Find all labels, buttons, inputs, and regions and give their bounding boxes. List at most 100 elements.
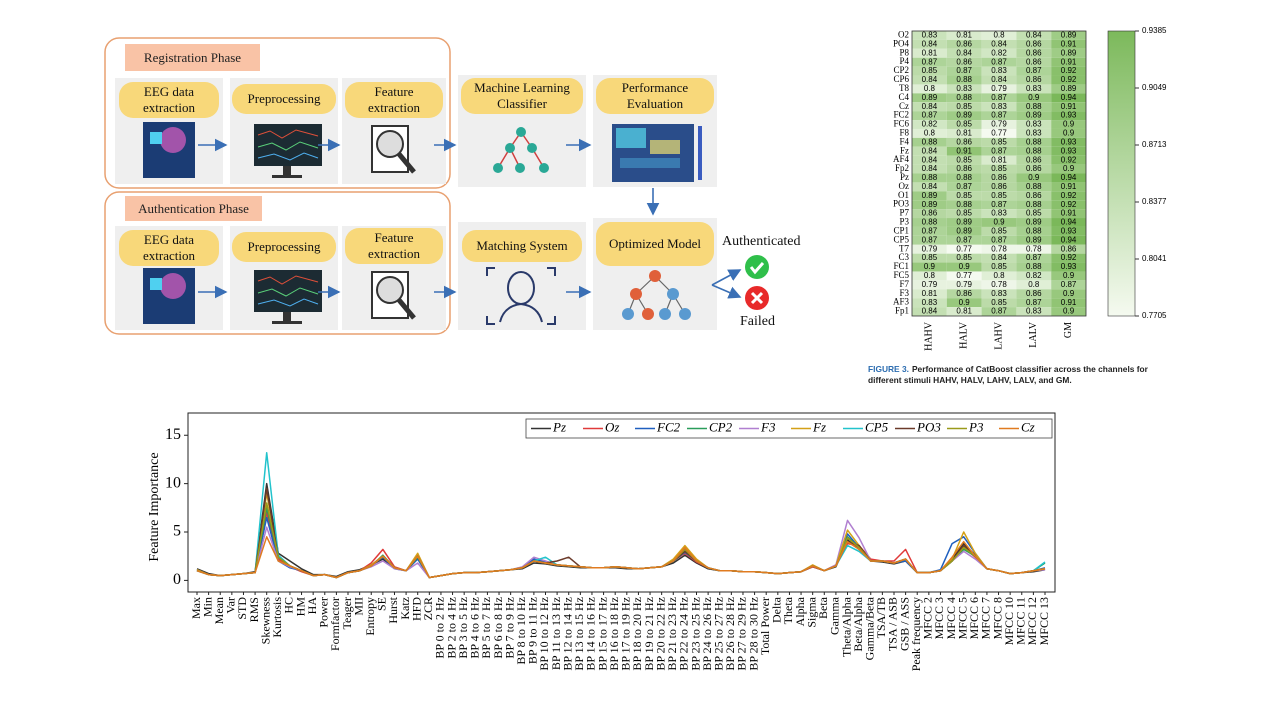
- x-tick-label: BP 24 to 26 Hz: [700, 597, 714, 671]
- heatmap-cell: [912, 66, 947, 76]
- heatmap-cell: [1051, 164, 1086, 174]
- heatmap-cell: [946, 200, 982, 210]
- phase-title: Authentication Phase: [125, 196, 262, 221]
- heatmap-cell: [912, 155, 947, 165]
- x-tick-label: BP 0 to 2 Hz: [433, 597, 447, 659]
- legend-label: CP5: [865, 419, 889, 434]
- step-label: EEG data extraction: [119, 82, 219, 118]
- cell-label: 0.85: [956, 209, 972, 218]
- heatmap-cell: [981, 191, 1017, 201]
- cell-label: 0.89: [956, 111, 972, 120]
- row-label: Oz: [899, 181, 910, 191]
- heatmap-cell: [981, 244, 1017, 254]
- colorbar-tick-label: 0.9049: [1142, 83, 1167, 92]
- heatmap-cell: [981, 111, 1017, 121]
- heatmap-cell: [946, 128, 982, 138]
- cell-label: 0.77: [956, 271, 972, 280]
- heatmap-cell: [912, 128, 947, 138]
- heatmap-cell: [912, 75, 947, 85]
- legend-label: Cz: [1021, 419, 1035, 434]
- heatmap-cell: [1051, 31, 1086, 40]
- x-tick-label: MFCC 10: [1002, 597, 1016, 645]
- heatmap-cell: [912, 120, 947, 129]
- cell-label: 0.94: [1061, 218, 1077, 227]
- heatmap-cell: [946, 102, 982, 112]
- heatmap-cell: [912, 111, 947, 121]
- heatmap-cell: [946, 235, 982, 245]
- cell-label: 0.79: [991, 120, 1007, 129]
- heatmap-cell: [946, 244, 982, 254]
- cell-label: 0.83: [1026, 129, 1042, 138]
- x-tick-label: BP 18 to 20 Hz: [630, 597, 644, 671]
- row-label: CP6: [893, 74, 909, 84]
- step-label: Preprocessing: [232, 232, 336, 262]
- heatmap-cell: [946, 66, 982, 76]
- x-tick-label: ZCR: [421, 597, 435, 620]
- legend-label: Fz: [812, 419, 826, 434]
- x-tick-label: BP 17 to 19 Hz: [619, 597, 633, 671]
- heatmap-cell: [946, 75, 982, 85]
- cell-label: 0.9: [959, 298, 971, 307]
- face-icon: [486, 267, 556, 325]
- heatmap-cell: [981, 226, 1017, 236]
- heatmap-cell: [1051, 84, 1086, 94]
- heatmap-cell: [946, 226, 982, 236]
- row-label: FC5: [893, 270, 909, 280]
- x-tick-label: BP 16 to 18 Hz: [607, 597, 621, 671]
- heatmap-cell: [946, 262, 982, 272]
- x-tick-label: HFD: [409, 597, 423, 621]
- x-tick-label: HA: [305, 597, 319, 615]
- heatmap-cell: [946, 271, 982, 281]
- row-label: CP1: [893, 225, 909, 235]
- cell-label: 0.84: [922, 102, 938, 111]
- heatmap-cell: [1016, 209, 1052, 219]
- heatmap-cell: [912, 146, 947, 156]
- cell-label: 0.89: [1061, 48, 1077, 57]
- cell-label: 0.91: [1061, 102, 1077, 111]
- cell-label: 0.87: [1061, 280, 1077, 289]
- cell-label: 0.82: [1026, 271, 1042, 280]
- cell-label: 0.9: [959, 262, 971, 271]
- cell-label: 0.87: [991, 93, 1007, 102]
- heatmap-cell: [1016, 48, 1052, 58]
- outcome-label: Authenticated: [722, 234, 801, 249]
- cell-label: 0.86: [991, 173, 1007, 182]
- colorbar-tick-label: 0.9385: [1142, 26, 1167, 35]
- cell-label: 0.89: [922, 200, 938, 209]
- cell-label: 0.83: [922, 298, 938, 307]
- caption: FIGURE 3. Performance of CatBoost classif…: [868, 364, 1178, 386]
- cell-label: 0.87: [991, 57, 1007, 66]
- x-tick-label: BP 14 to 16 Hz: [584, 597, 598, 671]
- heatmap-cell: [1016, 244, 1052, 254]
- heatmap-cell: [1051, 173, 1086, 183]
- heatmap-cell: [1051, 209, 1086, 219]
- cell-label: 0.86: [991, 182, 1007, 191]
- colorbar: [1107, 30, 1136, 317]
- cell-label: 0.86: [1026, 155, 1042, 164]
- heatmap-cell: [981, 102, 1017, 112]
- y-axis-label: Feature Importance: [147, 452, 162, 561]
- cell-label: 0.86: [956, 289, 972, 298]
- cell-label: 0.86: [956, 164, 972, 173]
- heatmap-cell: [912, 209, 947, 219]
- cell-label: 0.83: [991, 66, 1007, 75]
- heatmap-cell: [912, 191, 947, 201]
- heatmap-cell: [912, 84, 947, 94]
- heatmap-cell: [946, 253, 982, 263]
- heatmap-cell: [946, 57, 982, 67]
- x-tick-label: MFCC 12: [1025, 597, 1039, 645]
- heatmap-cell: [1051, 120, 1086, 129]
- x-tick-label: TSA / ASB: [886, 597, 900, 651]
- row-label: C3: [898, 252, 909, 262]
- heatmap-cell: [912, 307, 947, 316]
- cell-label: 0.9: [1028, 173, 1040, 182]
- y-tick-label: 15: [165, 426, 181, 443]
- row-label: O1: [898, 190, 909, 200]
- cell-label: 0.93: [1061, 146, 1077, 155]
- heatmap-cell: [946, 111, 982, 121]
- cell-label: 0.85: [991, 262, 1007, 271]
- x-tick-label: BP 10 to 12 Hz: [537, 597, 551, 671]
- heatmap-cell: [946, 146, 982, 156]
- heatmap-cell: [946, 218, 982, 227]
